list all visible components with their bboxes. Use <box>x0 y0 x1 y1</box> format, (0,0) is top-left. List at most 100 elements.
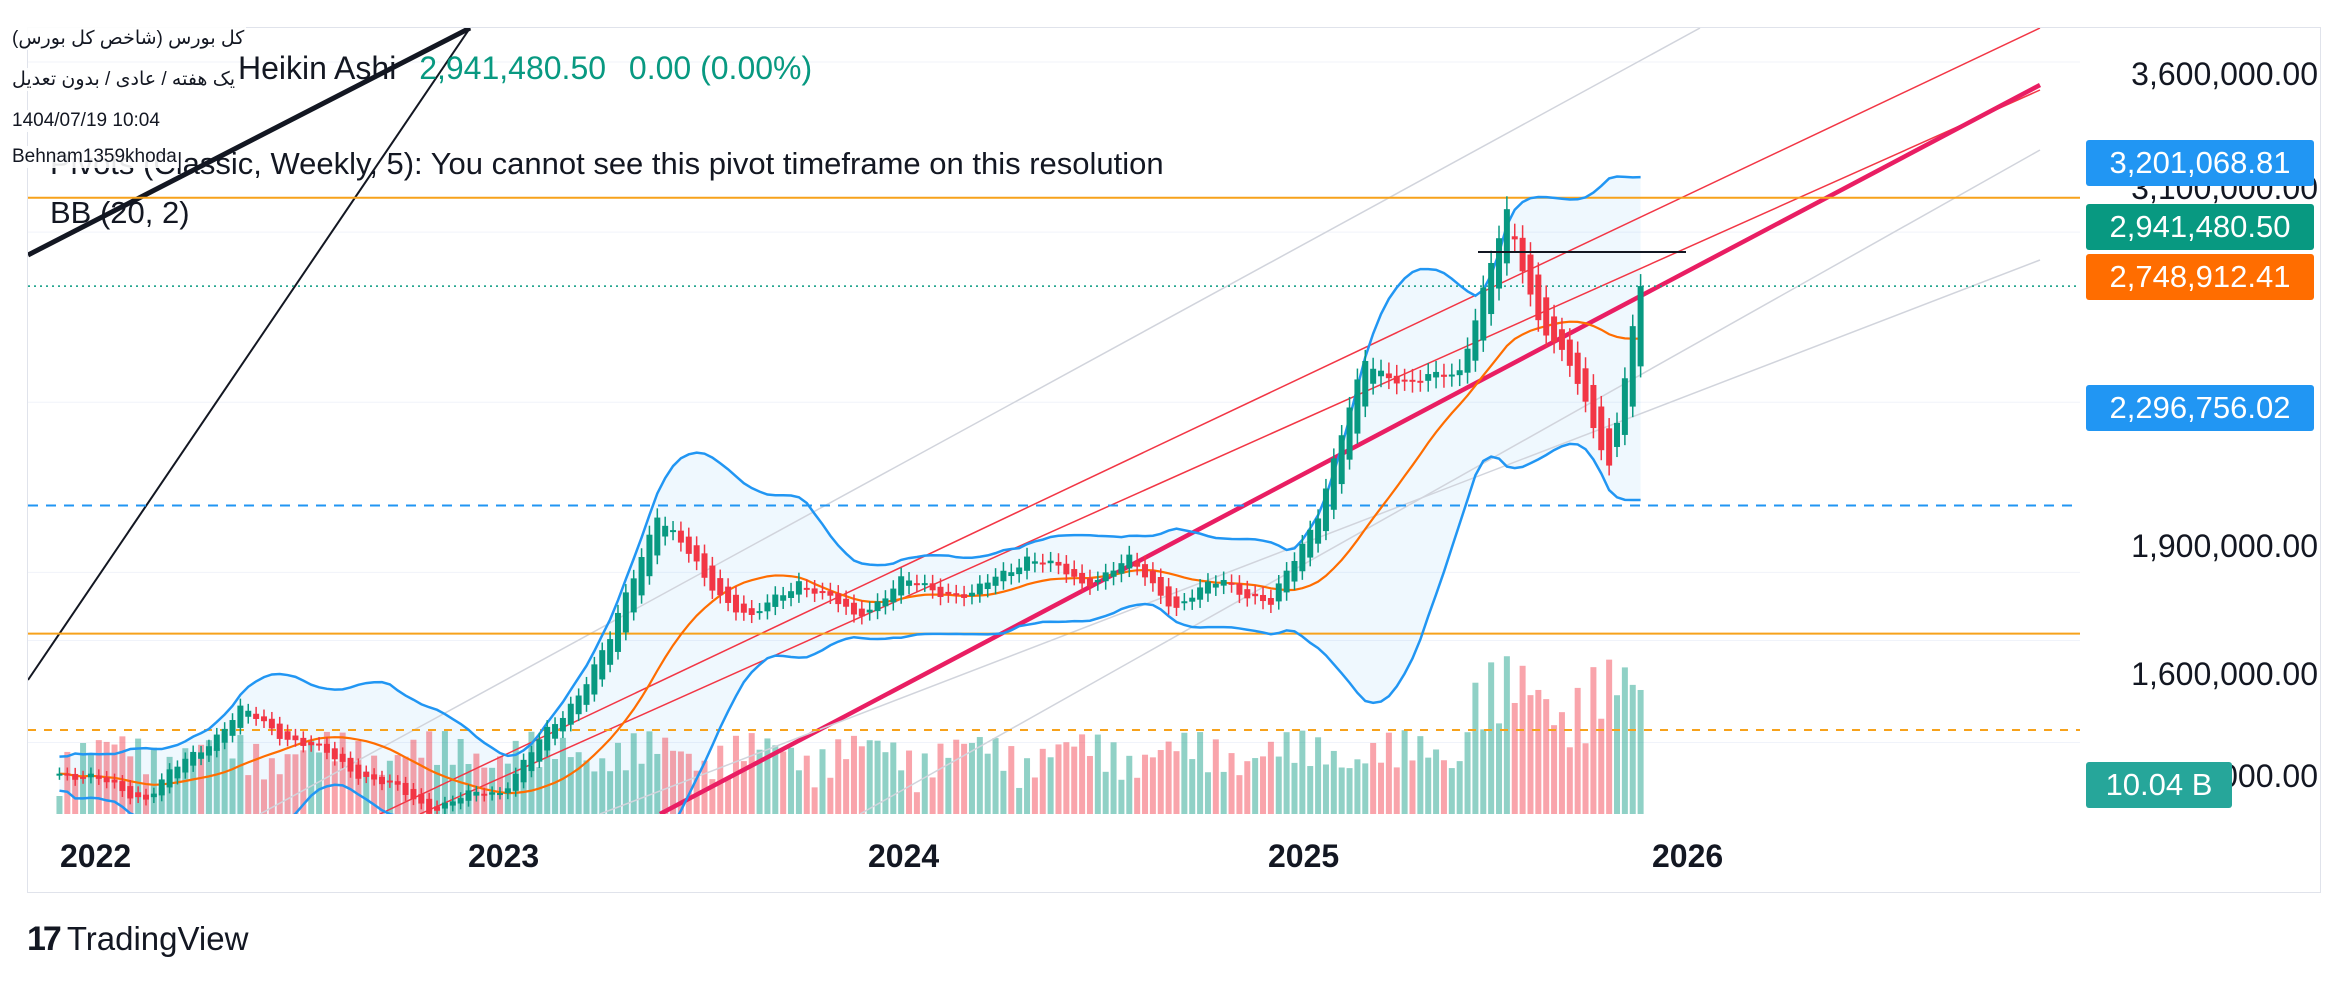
volume-bar <box>347 771 354 814</box>
chart-frame[interactable] <box>27 27 2321 893</box>
candle-body <box>316 743 323 746</box>
volume-bar <box>701 760 708 814</box>
volume-bar <box>1637 689 1644 814</box>
candle-body <box>1433 371 1440 378</box>
candle-body <box>622 592 629 633</box>
volume-bar <box>866 740 873 814</box>
volume-bar <box>1126 755 1133 814</box>
volume-bar <box>1157 750 1164 814</box>
volume-bar <box>1590 667 1597 814</box>
time-tick-label: 2023 <box>468 838 540 874</box>
channel-line <box>28 28 472 258</box>
pivots-indicator-legend[interactable]: Pivots (Classic, Weekly, 5): You cannot … <box>50 146 1164 181</box>
volume-bar <box>575 752 582 814</box>
candle-body <box>1267 598 1274 605</box>
candle-body <box>1425 374 1432 381</box>
volume-bar <box>764 738 771 814</box>
tradingview-brand[interactable]: 17 TradingView <box>27 920 248 959</box>
candle-body <box>426 798 433 814</box>
candle-body <box>1024 556 1031 571</box>
volume-bar <box>583 760 590 814</box>
candle-body <box>827 591 834 596</box>
volume-bar <box>1291 762 1298 814</box>
volume-bar <box>316 752 323 814</box>
volume-bar <box>363 771 370 814</box>
volume-bar <box>1299 730 1306 814</box>
volume-bar <box>1346 768 1353 814</box>
candle-body <box>1370 368 1377 384</box>
candle-body <box>1393 375 1400 384</box>
candle-body <box>764 602 771 612</box>
volume-bar <box>953 739 960 814</box>
channel-line <box>419 89 2041 814</box>
volume-bar <box>339 732 346 814</box>
volume-bar <box>253 743 260 814</box>
meta-symbol: کل بورس (شاخص کل بورس) <box>10 27 247 50</box>
volume-bar <box>1574 687 1581 814</box>
candle-body <box>1110 570 1117 577</box>
volume-bar <box>87 754 94 814</box>
candle-body <box>1134 561 1141 567</box>
symbol-title: Heikin Ashi <box>238 50 397 86</box>
candle-body <box>630 578 637 613</box>
volume-bar <box>1456 761 1463 814</box>
volume-bar <box>937 743 944 814</box>
candle-body <box>1440 374 1447 377</box>
candle-body <box>913 583 920 586</box>
brand-text: TradingView <box>66 920 249 957</box>
candle-body <box>575 695 582 715</box>
meta-timestamp: 1404/07/19 10:04 <box>10 110 162 132</box>
candle-body <box>174 766 181 779</box>
volume-bar <box>1024 758 1031 814</box>
volume-bar <box>1503 656 1510 814</box>
volume-bar <box>284 754 291 814</box>
candle-body <box>1307 529 1314 558</box>
candle-body <box>937 586 944 597</box>
time-tick-label: 2022 <box>60 838 132 874</box>
volume-bar <box>819 749 826 814</box>
volume-bar <box>1000 770 1007 814</box>
volume-bar <box>198 744 205 814</box>
volume-bar <box>221 733 228 814</box>
volume-bar <box>449 764 456 814</box>
volume-bar <box>1480 729 1487 814</box>
volume-bar <box>378 774 385 814</box>
volume-bar <box>882 752 889 814</box>
volume-bar <box>1582 743 1589 814</box>
meta-settings: یک هفته / عادی / بدون تعدیل <box>10 68 238 91</box>
volume-bar <box>599 758 606 814</box>
candle-body <box>1362 360 1369 407</box>
candle-body <box>213 734 220 751</box>
candle-body <box>929 583 936 591</box>
volume-bar <box>685 753 692 814</box>
candle-body <box>740 603 747 613</box>
candle-body <box>725 586 732 603</box>
volume-bar <box>1566 747 1573 814</box>
candle-body <box>552 724 559 739</box>
candle-body <box>371 774 378 780</box>
candle-body <box>717 578 724 596</box>
candle-body <box>685 536 692 554</box>
bb-indicator-legend[interactable]: BB (20, 2) <box>50 195 190 230</box>
candle-body <box>150 793 157 798</box>
volume-bar <box>1606 659 1613 814</box>
volume-bar <box>1267 741 1274 814</box>
volume-bar <box>331 761 338 814</box>
candle-body <box>489 792 496 795</box>
volume-bar <box>607 771 614 814</box>
volume-bar <box>1134 777 1141 814</box>
volume-bar <box>1102 771 1109 814</box>
volume-bar <box>567 757 574 814</box>
volume-bar <box>725 777 732 814</box>
candle-body <box>1071 569 1078 577</box>
volume-bar <box>150 747 157 814</box>
volume-bar <box>1189 759 1196 814</box>
candle-body <box>968 592 975 597</box>
candle-body <box>473 791 480 796</box>
candle-body <box>190 751 197 766</box>
volume-bar <box>1086 755 1093 814</box>
candle-body <box>1039 562 1046 565</box>
candle-body <box>465 790 472 801</box>
volume-bar <box>961 743 968 814</box>
